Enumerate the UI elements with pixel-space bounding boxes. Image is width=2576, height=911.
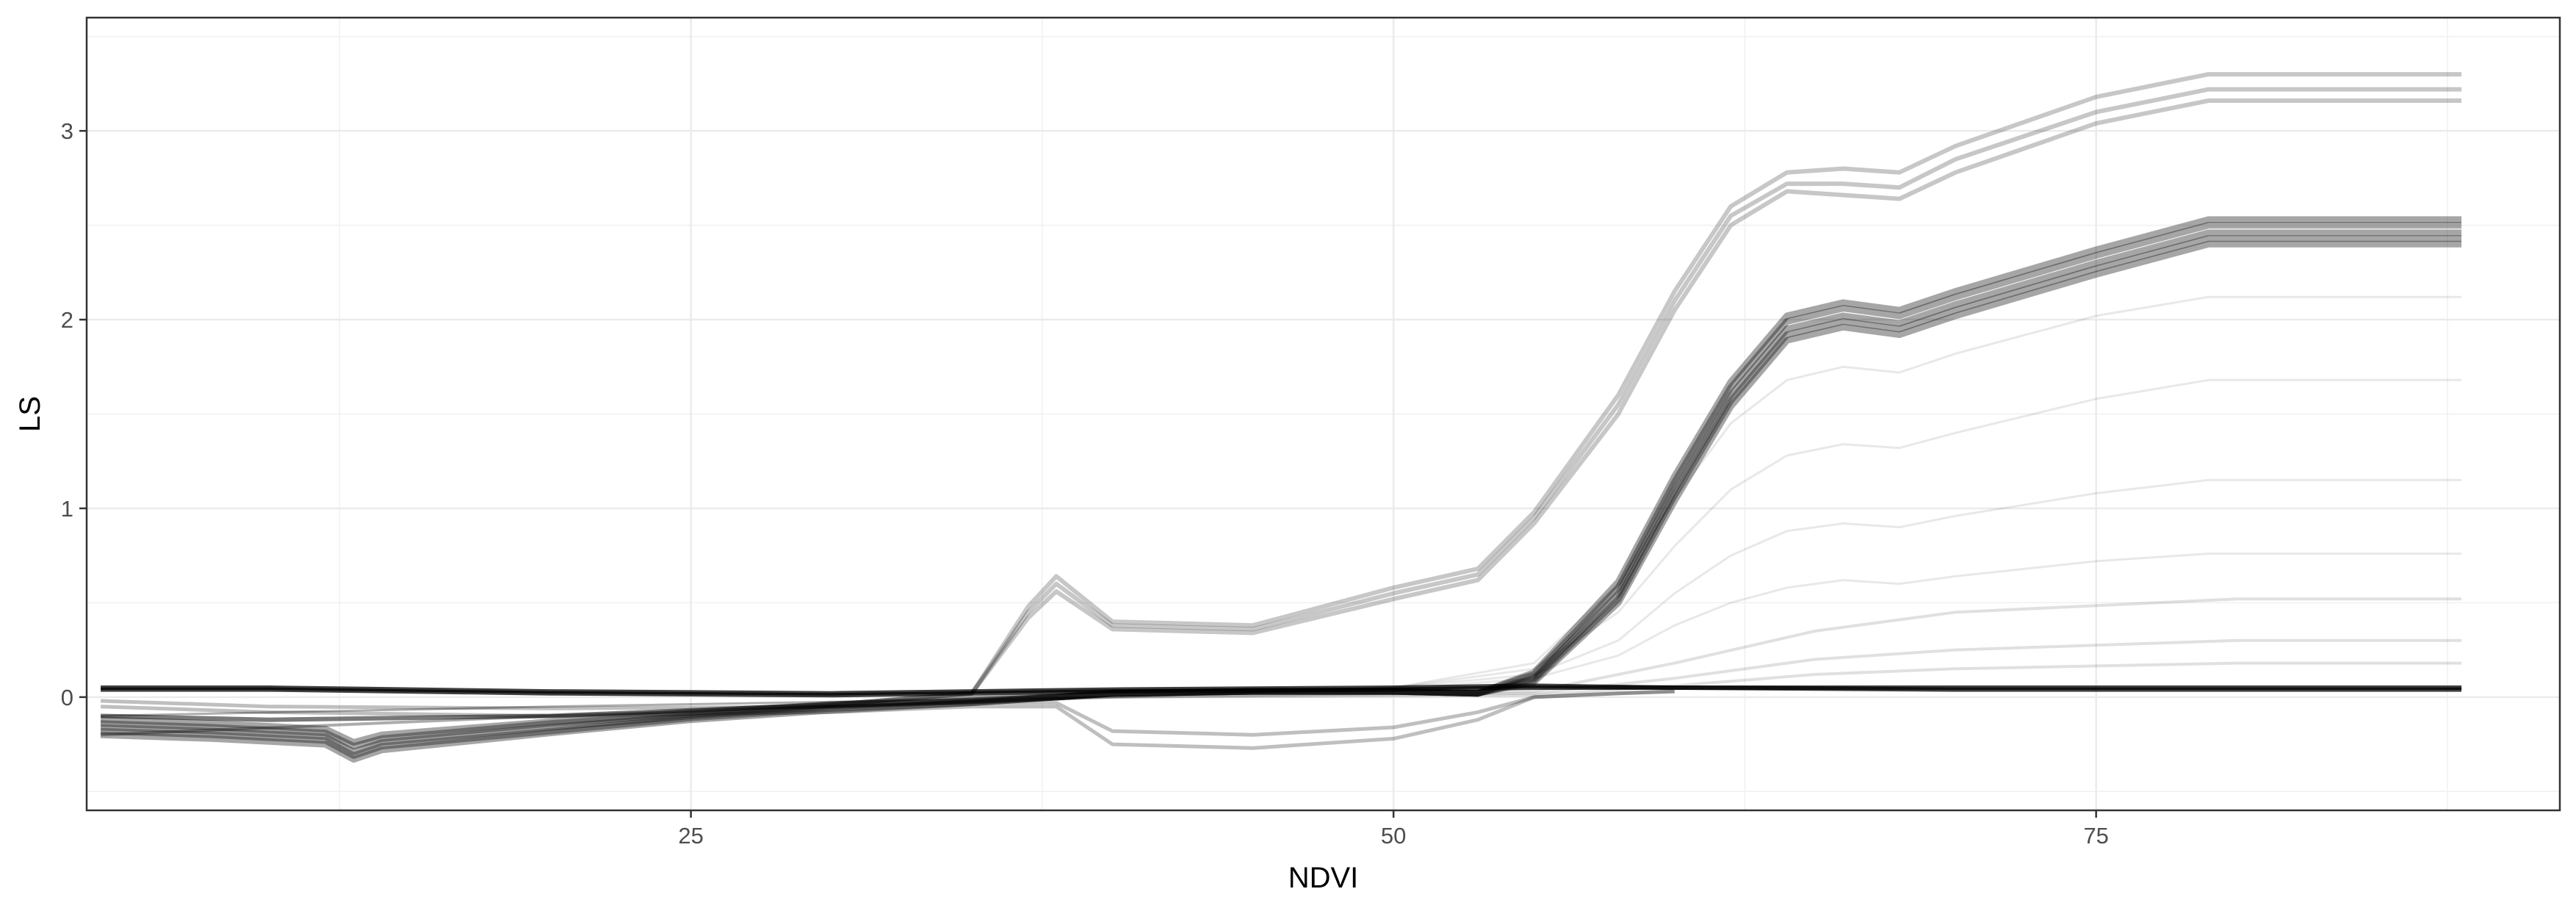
x-axis: 25 50 75 bbox=[678, 810, 2109, 849]
ice-curve-upper-band bbox=[101, 98, 2462, 722]
ice-curve-low-tail bbox=[101, 638, 2462, 737]
data-lines bbox=[100, 72, 2462, 763]
ice-curve-mid-fan bbox=[101, 295, 2462, 717]
ice-curve-dip-line bbox=[101, 689, 1675, 750]
y-axis: 0 1 2 3 bbox=[61, 118, 87, 710]
y-tick-label: 0 bbox=[61, 685, 73, 710]
y-tick-label: 2 bbox=[61, 307, 73, 333]
x-axis-title: NDVI bbox=[1288, 862, 1359, 894]
ice-curve-dip-line bbox=[101, 689, 1675, 737]
ice-curve-mid-fan bbox=[101, 478, 2462, 717]
ice-curve-mid-fan bbox=[101, 552, 2462, 717]
major-gridlines bbox=[87, 18, 2560, 810]
y-axis-title: LS bbox=[14, 396, 46, 432]
x-tick-label: 25 bbox=[678, 823, 703, 849]
ice-curve-low-tail bbox=[101, 661, 2462, 737]
y-tick-label: 1 bbox=[61, 496, 73, 522]
ice-curve-mid-fan bbox=[101, 378, 2462, 717]
y-tick-label: 3 bbox=[61, 118, 73, 144]
ice-curve-upper-band bbox=[101, 72, 2462, 722]
ice-curve-upper-band bbox=[101, 87, 2462, 722]
ice-curve-low-tail bbox=[101, 597, 2462, 737]
ice-curve-flat-line bbox=[101, 683, 2462, 696]
x-tick-label: 50 bbox=[1381, 823, 1406, 849]
minor-gridlines bbox=[87, 18, 2560, 810]
x-tick-label: 75 bbox=[2083, 823, 2108, 849]
panel-border bbox=[85, 16, 2561, 812]
